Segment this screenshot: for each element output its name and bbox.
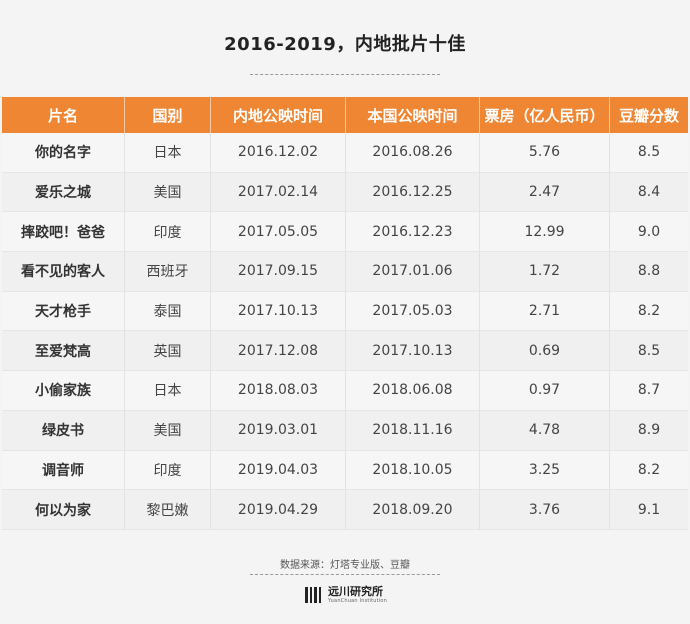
cell-box-office: 2.47 (480, 172, 610, 213)
cell-douban-score: 8.8 (610, 252, 688, 292)
table-row: 至爱梵高 英国 2017.12.08 2017.10.13 0.69 8.5 (2, 331, 688, 372)
header-film: 片名 (2, 97, 125, 133)
cell-mainland-release: 2019.03.01 (211, 410, 346, 451)
cell-douban-score: 9.0 (610, 212, 688, 253)
cell-country: 美国 (125, 410, 211, 451)
title-divider (250, 74, 440, 75)
cell-domestic-release: 2017.05.03 (346, 291, 480, 332)
table-row: 摔跤吧！爸爸 印度 2017.05.05 2016.12.23 12.99 9.0 (2, 212, 688, 253)
cell-douban-score: 8.2 (610, 291, 688, 332)
cell-douban-score: 8.4 (610, 172, 688, 213)
table-row: 天才枪手 泰国 2017.10.13 2017.05.03 2.71 8.2 (2, 291, 688, 332)
cell-douban-score: 8.9 (610, 410, 688, 451)
table-row: 何以为家 黎巴嫩 2019.04.29 2018.09.20 3.76 9.1 (2, 490, 688, 530)
cell-country: 印度 (125, 450, 211, 491)
cell-film: 你的名字 (2, 133, 125, 173)
cell-country: 西班牙 (125, 252, 211, 292)
cell-mainland-release: 2017.12.08 (211, 331, 346, 372)
cell-mainland-release: 2017.02.14 (211, 172, 346, 213)
cell-film: 绿皮书 (2, 410, 125, 451)
brand-logo: 远川研究所 YuanChuan Institution (304, 586, 387, 604)
cell-mainland-release: 2017.10.13 (211, 291, 346, 332)
cell-box-office: 0.97 (480, 371, 610, 411)
cell-film: 至爱梵高 (2, 331, 125, 372)
cell-douban-score: 8.5 (610, 331, 688, 372)
header-mainland-release: 内地公映时间 (211, 97, 346, 133)
cell-film: 天才枪手 (2, 291, 125, 332)
cell-box-office: 1.72 (480, 252, 610, 292)
cell-film: 爱乐之城 (2, 172, 125, 213)
cell-country: 英国 (125, 331, 211, 372)
cell-mainland-release: 2019.04.03 (211, 450, 346, 491)
brand-name-en: YuanChuan Institution (328, 598, 388, 604)
brand-mark-icon (305, 587, 321, 603)
table-row: 看不见的客人 西班牙 2017.09.15 2017.01.06 1.72 8.8 (2, 252, 688, 292)
header-douban-score: 豆瓣分数 (610, 97, 688, 133)
cell-mainland-release: 2019.04.29 (211, 490, 346, 530)
cell-film: 看不见的客人 (2, 252, 125, 292)
cell-mainland-release: 2017.05.05 (211, 212, 346, 253)
header-domestic-release: 本国公映时间 (346, 97, 480, 133)
cell-country: 美国 (125, 172, 211, 213)
cell-film: 何以为家 (2, 490, 125, 530)
cell-box-office: 0.69 (480, 331, 610, 372)
page-title: 2016-2019，内地批片十佳 (224, 34, 466, 55)
table-header-row: 片名 国别 内地公映时间 本国公映时间 票房（亿人民币） 豆瓣分数 (2, 97, 688, 133)
table-row: 你的名字 日本 2016.12.02 2016.08.26 5.76 8.5 (2, 133, 688, 173)
cell-box-office: 12.99 (480, 212, 610, 253)
cell-domestic-release: 2017.01.06 (346, 252, 480, 292)
cell-mainland-release: 2018.08.03 (211, 371, 346, 411)
cell-box-office: 2.71 (480, 291, 610, 332)
cell-mainland-release: 2016.12.02 (211, 133, 346, 173)
cell-film: 调音师 (2, 450, 125, 491)
cell-domestic-release: 2016.12.23 (346, 212, 480, 253)
cell-domestic-release: 2018.10.05 (346, 450, 480, 491)
table-row: 调音师 印度 2019.04.03 2018.10.05 3.25 8.2 (2, 450, 688, 491)
cell-domestic-release: 2018.06.08 (346, 371, 480, 411)
brand-name: 远川研究所 (328, 585, 383, 598)
cell-country: 日本 (125, 133, 211, 173)
source-divider (250, 574, 440, 575)
header-country: 国别 (125, 97, 211, 133)
cell-douban-score: 8.7 (610, 371, 688, 411)
cell-box-office: 4.78 (480, 410, 610, 451)
data-source: 数据来源：灯塔专业版、豆瓣 (280, 560, 410, 571)
cell-film: 摔跤吧！爸爸 (2, 212, 125, 253)
cell-domestic-release: 2017.10.13 (346, 331, 480, 372)
table-row: 小偷家族 日本 2018.08.03 2018.06.08 0.97 8.7 (2, 371, 688, 411)
cell-country: 印度 (125, 212, 211, 253)
cell-box-office: 3.76 (480, 490, 610, 530)
cell-box-office: 3.25 (480, 450, 610, 491)
cell-mainland-release: 2017.09.15 (211, 252, 346, 292)
film-table: 片名 国别 内地公映时间 本国公映时间 票房（亿人民币） 豆瓣分数 你的名字 日本… (2, 97, 688, 530)
cell-douban-score: 8.5 (610, 133, 688, 173)
cell-domestic-release: 2016.12.25 (346, 172, 480, 213)
cell-box-office: 5.76 (480, 133, 610, 173)
table-row: 绿皮书 美国 2019.03.01 2018.11.16 4.78 8.9 (2, 410, 688, 451)
cell-domestic-release: 2018.09.20 (346, 490, 480, 530)
cell-country: 日本 (125, 371, 211, 411)
table-row: 爱乐之城 美国 2017.02.14 2016.12.25 2.47 8.4 (2, 172, 688, 213)
cell-domestic-release: 2016.08.26 (346, 133, 480, 173)
cell-country: 泰国 (125, 291, 211, 332)
cell-domestic-release: 2018.11.16 (346, 410, 480, 451)
cell-douban-score: 8.2 (610, 450, 688, 491)
header-box-office: 票房（亿人民币） (480, 97, 610, 133)
cell-country: 黎巴嫩 (125, 490, 211, 530)
cell-douban-score: 9.1 (610, 490, 688, 530)
cell-film: 小偷家族 (2, 371, 125, 411)
